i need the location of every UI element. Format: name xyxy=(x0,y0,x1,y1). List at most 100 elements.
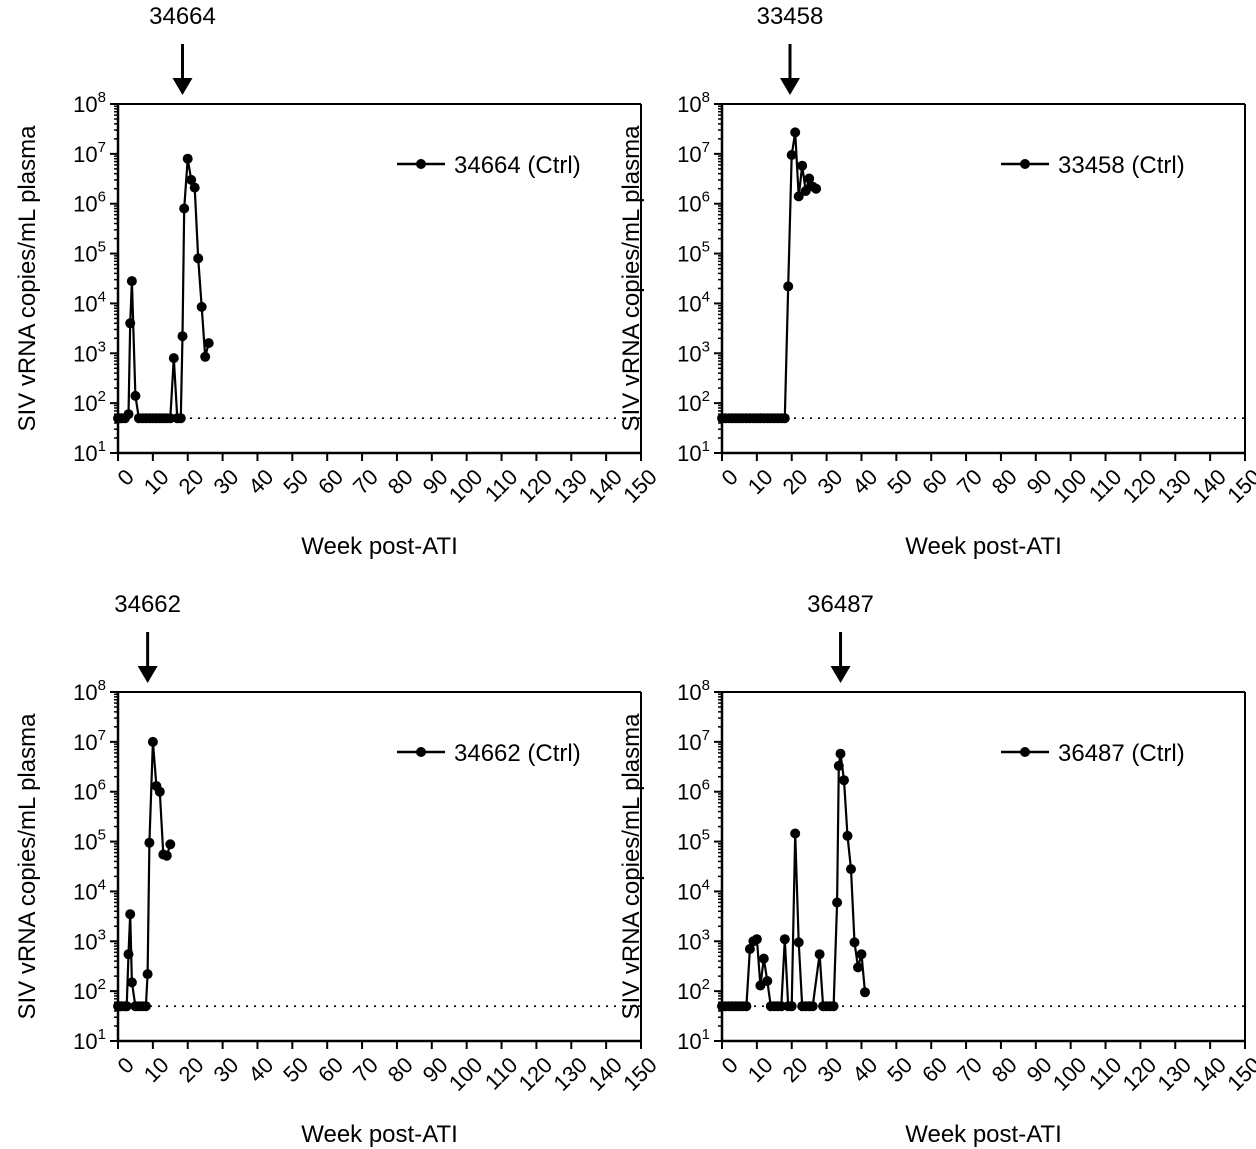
data-point xyxy=(165,413,176,424)
x-tick-label: 70 xyxy=(348,1052,383,1087)
data-point xyxy=(144,837,155,848)
x-tick-label: 10 xyxy=(743,464,778,499)
y-tick-base: 10 xyxy=(73,291,97,316)
legend-marker xyxy=(1020,159,1030,169)
panel-title: 34662 xyxy=(114,591,181,618)
y-tick-exponent: 2 xyxy=(702,388,710,405)
y-axis-label: SIV vRNA copies/mL plasma xyxy=(618,713,645,1020)
y-tick-exponent: 5 xyxy=(98,239,106,256)
y-tick-label: 103 xyxy=(73,338,106,366)
y-tick-label: 108 xyxy=(73,677,106,705)
y-tick-exponent: 3 xyxy=(702,338,710,355)
data-point xyxy=(189,182,200,193)
data-point xyxy=(186,174,197,185)
y-tick-exponent: 3 xyxy=(98,926,106,943)
data-point xyxy=(193,253,204,264)
y-tick-exponent: 5 xyxy=(702,827,710,844)
data-point xyxy=(811,183,822,194)
data-point xyxy=(741,1001,752,1012)
y-tick-base: 10 xyxy=(677,879,701,904)
y-tick-label: 105 xyxy=(677,827,710,855)
legend-label: 34662 (Ctrl) xyxy=(454,740,581,767)
y-tick-base: 10 xyxy=(677,730,701,755)
y-tick-base: 10 xyxy=(73,929,97,954)
x-tick-label: 120 xyxy=(514,1052,558,1096)
x-tick-label: 130 xyxy=(548,464,592,508)
x-tick-label: 110 xyxy=(1084,1052,1126,1094)
data-point xyxy=(142,969,153,980)
y-tick-base: 10 xyxy=(73,441,97,466)
y-tick-label: 106 xyxy=(677,777,710,805)
y-tick-base: 10 xyxy=(73,391,97,416)
x-tick-label: 70 xyxy=(952,1052,987,1087)
series-line xyxy=(722,752,867,1008)
data-point xyxy=(126,977,137,988)
y-tick-label: 104 xyxy=(677,288,710,316)
x-tick-label: 20 xyxy=(174,464,209,499)
y-tick-exponent: 8 xyxy=(702,677,710,694)
x-tick-label: 30 xyxy=(208,464,243,499)
y-tick-base: 10 xyxy=(73,879,97,904)
y-tick-exponent: 2 xyxy=(98,976,106,993)
data-point xyxy=(793,191,804,202)
y-tick-exponent: 2 xyxy=(702,976,710,993)
data-point xyxy=(853,962,863,973)
data-point xyxy=(828,1001,839,1012)
y-tick-exponent: 6 xyxy=(702,777,710,794)
data-point xyxy=(758,953,769,964)
y-tick-base: 10 xyxy=(677,830,701,855)
y-tick-exponent: 8 xyxy=(702,89,710,106)
x-tick-label: 150 xyxy=(1222,464,1256,508)
x-tick-label: 60 xyxy=(917,464,952,499)
x-tick-label: 50 xyxy=(882,1052,917,1087)
data-point xyxy=(161,850,172,861)
x-tick-label: 110 xyxy=(480,1052,522,1094)
y-tick-exponent: 8 xyxy=(98,89,106,106)
y-tick-label: 108 xyxy=(677,89,710,117)
y-tick-base: 10 xyxy=(73,341,97,366)
y-tick-base: 10 xyxy=(73,92,97,117)
data-point xyxy=(200,351,211,362)
data-point xyxy=(832,897,843,908)
y-tick-label: 101 xyxy=(73,1026,106,1054)
data-point xyxy=(196,301,207,312)
data-point xyxy=(790,127,801,138)
data-point xyxy=(168,353,179,364)
x-tick-label: 100 xyxy=(1048,1052,1092,1096)
data-point xyxy=(154,786,165,797)
y-tick-label: 102 xyxy=(677,388,710,416)
arrow-head-icon xyxy=(830,666,851,683)
y-tick-base: 10 xyxy=(677,142,701,167)
y-axis-label: SIV vRNA copies/mL plasma xyxy=(14,125,41,432)
y-tick-exponent: 5 xyxy=(98,827,106,844)
y-tick-exponent: 8 xyxy=(98,677,106,694)
data-point xyxy=(125,909,136,920)
y-tick-label: 107 xyxy=(73,139,106,167)
arrow-head-icon xyxy=(779,78,800,95)
data-point xyxy=(177,331,188,342)
x-tick-label: 20 xyxy=(778,464,813,499)
data-point xyxy=(762,976,773,986)
y-tick-base: 10 xyxy=(73,242,97,267)
x-tick-label: 40 xyxy=(243,1052,278,1087)
y-tick-label: 105 xyxy=(73,239,106,267)
y-tick-label: 103 xyxy=(677,926,710,954)
y-tick-label: 106 xyxy=(677,189,710,217)
x-axis-label: Week post-ATI xyxy=(301,533,458,560)
y-tick-label: 101 xyxy=(73,438,106,466)
x-tick-label: 50 xyxy=(278,1052,313,1087)
y-tick-base: 10 xyxy=(677,1029,701,1054)
data-point xyxy=(793,937,804,948)
x-tick-label: 110 xyxy=(480,464,522,506)
panel-title: 34664 xyxy=(149,3,216,30)
y-tick-base: 10 xyxy=(677,979,701,1004)
x-tick-label: 150 xyxy=(1222,1052,1256,1096)
y-tick-exponent: 7 xyxy=(702,727,710,744)
y-tick-base: 10 xyxy=(677,341,701,366)
y-tick-base: 10 xyxy=(73,830,97,855)
data-point xyxy=(179,203,190,214)
